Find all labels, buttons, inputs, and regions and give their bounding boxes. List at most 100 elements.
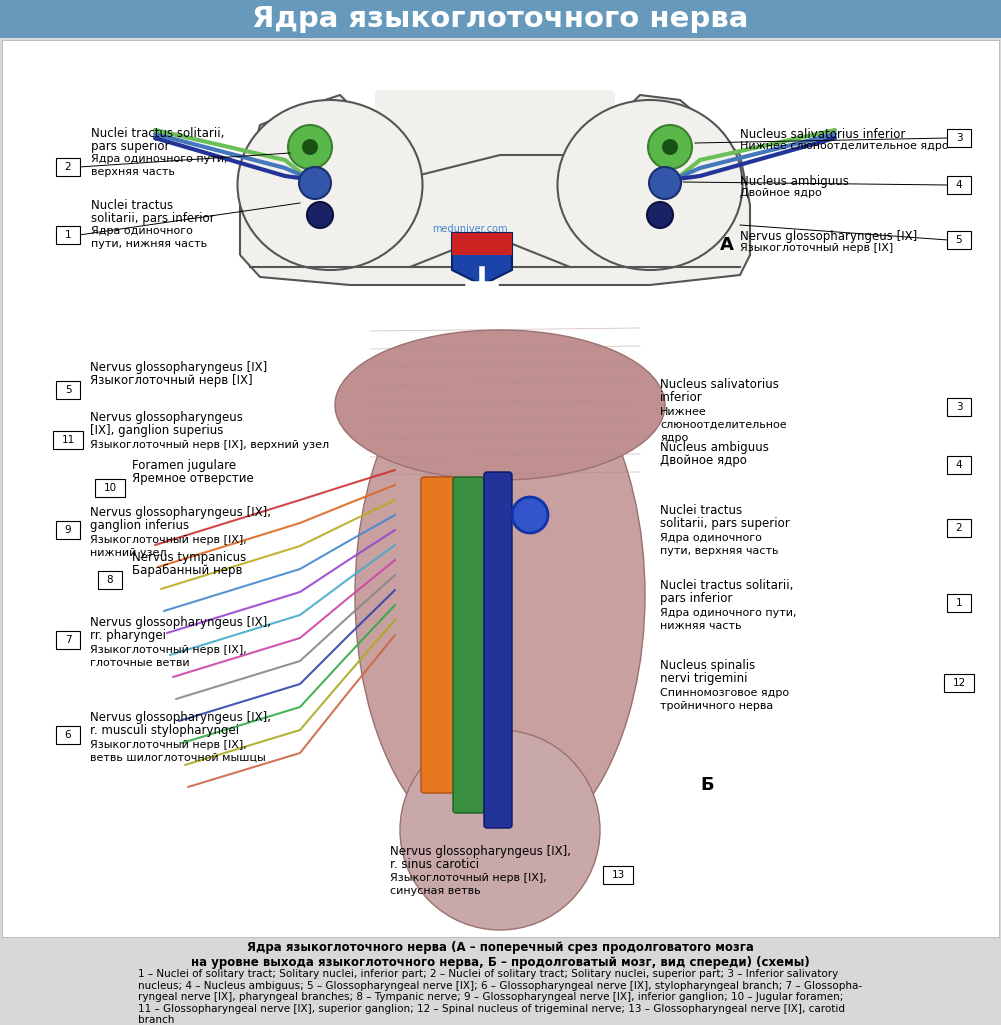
Text: r. musculi stylopharyngei: r. musculi stylopharyngei [90, 724, 239, 737]
Text: Nervus glossopharyngeus [IX],: Nervus glossopharyngeus [IX], [390, 845, 571, 858]
Circle shape [649, 167, 681, 199]
Text: Языкоглоточный нерв [IX]: Языкоглоточный нерв [IX] [90, 374, 252, 387]
Text: 6: 6 [65, 730, 71, 740]
FancyBboxPatch shape [56, 521, 80, 539]
FancyBboxPatch shape [56, 226, 80, 244]
Text: нижний узел: нижний узел [90, 548, 166, 558]
Text: Яремное отверстие: Яремное отверстие [132, 472, 253, 485]
Text: meduniver.com: meduniver.com [432, 224, 508, 234]
Text: pars inferior: pars inferior [660, 592, 733, 605]
Polygon shape [452, 233, 512, 285]
FancyBboxPatch shape [944, 674, 974, 692]
FancyBboxPatch shape [947, 129, 971, 147]
FancyBboxPatch shape [56, 726, 80, 744]
Circle shape [647, 202, 673, 228]
Ellipse shape [237, 100, 422, 270]
Bar [0, 0, 1001, 38]
Text: rr. pharyngei: rr. pharyngei [90, 629, 166, 642]
Text: 12: 12 [952, 678, 966, 688]
Text: 3: 3 [956, 133, 962, 144]
Text: Nervus tympanicus: Nervus tympanicus [132, 551, 246, 564]
Text: 9: 9 [65, 525, 71, 535]
Text: [IX], ganglion superius: [IX], ganglion superius [90, 424, 223, 437]
Text: Nucleus spinalis: Nucleus spinalis [660, 659, 755, 672]
Text: 11: 11 [61, 435, 75, 445]
Circle shape [662, 139, 678, 155]
Text: Ядра одиночного: Ядра одиночного [91, 226, 193, 236]
Text: верхняя часть: верхняя часть [91, 167, 175, 177]
Text: 10: 10 [103, 483, 116, 493]
Text: Ядра одиночного: Ядра одиночного [660, 533, 762, 543]
Bar [2, 40, 999, 937]
Polygon shape [452, 233, 512, 255]
Circle shape [299, 167, 331, 199]
Ellipse shape [335, 330, 665, 480]
FancyBboxPatch shape [53, 430, 83, 449]
Text: Nervus glossopharyngeus [IX]: Nervus glossopharyngeus [IX] [90, 361, 267, 374]
Text: Языкоглоточный нерв [IX],: Языкоглоточный нерв [IX], [390, 873, 547, 883]
Circle shape [512, 497, 548, 533]
Text: solitarii, pars superior: solitarii, pars superior [660, 517, 790, 530]
Text: Nuclei tractus: Nuclei tractus [91, 199, 173, 212]
FancyBboxPatch shape [947, 519, 971, 537]
Text: ветвь шилоглоточной мышцы: ветвь шилоглоточной мышцы [90, 753, 265, 763]
FancyBboxPatch shape [947, 398, 971, 416]
Text: 4: 4 [956, 460, 962, 470]
Ellipse shape [400, 730, 600, 930]
Circle shape [648, 125, 692, 169]
FancyBboxPatch shape [95, 479, 125, 497]
Text: Ядра языкоглоточного нерва (А – поперечный срез продолговатого мозга
на уровне в: Ядра языкоглоточного нерва (А – поперечн… [191, 941, 810, 969]
FancyBboxPatch shape [375, 90, 615, 275]
FancyBboxPatch shape [56, 381, 80, 399]
FancyBboxPatch shape [56, 158, 80, 176]
Text: Nucleus salivatorius inferior: Nucleus salivatorius inferior [740, 128, 905, 141]
Text: Языкоглоточный нерв [IX],: Языкоглоточный нерв [IX], [90, 740, 247, 750]
Text: слюноотделительное: слюноотделительное [660, 420, 787, 430]
Text: 5: 5 [956, 235, 962, 245]
Text: Nuclei tractus solitarii,: Nuclei tractus solitarii, [660, 579, 794, 592]
FancyBboxPatch shape [947, 456, 971, 474]
Text: Ядра одиночного пути,: Ядра одиночного пути, [660, 608, 797, 618]
Text: нижняя часть: нижняя часть [660, 621, 742, 631]
Text: 7: 7 [65, 636, 71, 645]
Text: глоточные ветви: глоточные ветви [90, 658, 189, 668]
FancyBboxPatch shape [56, 631, 80, 649]
Text: 4: 4 [956, 180, 962, 190]
Text: А: А [720, 236, 734, 254]
Text: Nucleus ambiguus: Nucleus ambiguus [660, 441, 769, 454]
Text: пути, верхняя часть: пути, верхняя часть [660, 546, 779, 556]
Text: Nuclei tractus: Nuclei tractus [660, 504, 742, 517]
Text: Спинномозговое ядро: Спинномозговое ядро [660, 688, 789, 698]
Circle shape [288, 125, 332, 169]
FancyBboxPatch shape [947, 594, 971, 612]
Text: Nervus glossopharyngeus [IX]: Nervus glossopharyngeus [IX] [740, 230, 917, 243]
Text: Foramen jugulare: Foramen jugulare [132, 459, 236, 472]
Text: Nervus glossopharyngeus [IX],: Nervus glossopharyngeus [IX], [90, 506, 271, 519]
FancyBboxPatch shape [421, 477, 455, 793]
Text: Языкоглоточный нерв [IX],: Языкоглоточный нерв [IX], [90, 645, 247, 655]
Text: Языкоглоточный нерв [IX],: Языкоглоточный нерв [IX], [90, 535, 247, 545]
FancyBboxPatch shape [453, 477, 485, 813]
Text: 1: 1 [956, 598, 962, 608]
FancyBboxPatch shape [947, 176, 971, 194]
Text: Барабанный нерв: Барабанный нерв [132, 564, 242, 577]
Text: Ядра языкоглоточного нерва: Ядра языкоглоточного нерва [252, 5, 749, 33]
Text: тройничного нерва: тройничного нерва [660, 701, 773, 711]
Text: ядро: ядро [660, 433, 689, 443]
FancyBboxPatch shape [603, 866, 633, 884]
Text: solitarii, pars inferior: solitarii, pars inferior [91, 212, 214, 226]
Text: Nucleus ambiguus: Nucleus ambiguus [740, 175, 849, 188]
Text: Двойное ядро: Двойное ядро [660, 454, 747, 467]
Text: 13: 13 [612, 870, 625, 880]
Text: синусная ветвь: синусная ветвь [390, 886, 480, 896]
Text: Языкоглоточный нерв [IX], верхний узел: Языкоглоточный нерв [IX], верхний узел [90, 440, 329, 450]
Ellipse shape [558, 100, 743, 270]
Text: Nervus glossopharyngeus [IX],: Nervus glossopharyngeus [IX], [90, 616, 271, 629]
Text: 1 – Nuclei of solitary tract; Solitary nuclei, inferior part; 2 – Nuclei of soli: 1 – Nuclei of solitary tract; Solitary n… [138, 969, 863, 1025]
Text: 8: 8 [107, 575, 113, 585]
Text: 1: 1 [65, 230, 71, 240]
Text: Языкоглоточный нерв [IX]: Языкоглоточный нерв [IX] [740, 243, 893, 253]
Text: r. sinus carotici: r. sinus carotici [390, 858, 479, 871]
Text: 2: 2 [956, 523, 962, 533]
Text: ganglion inferius: ganglion inferius [90, 519, 189, 532]
